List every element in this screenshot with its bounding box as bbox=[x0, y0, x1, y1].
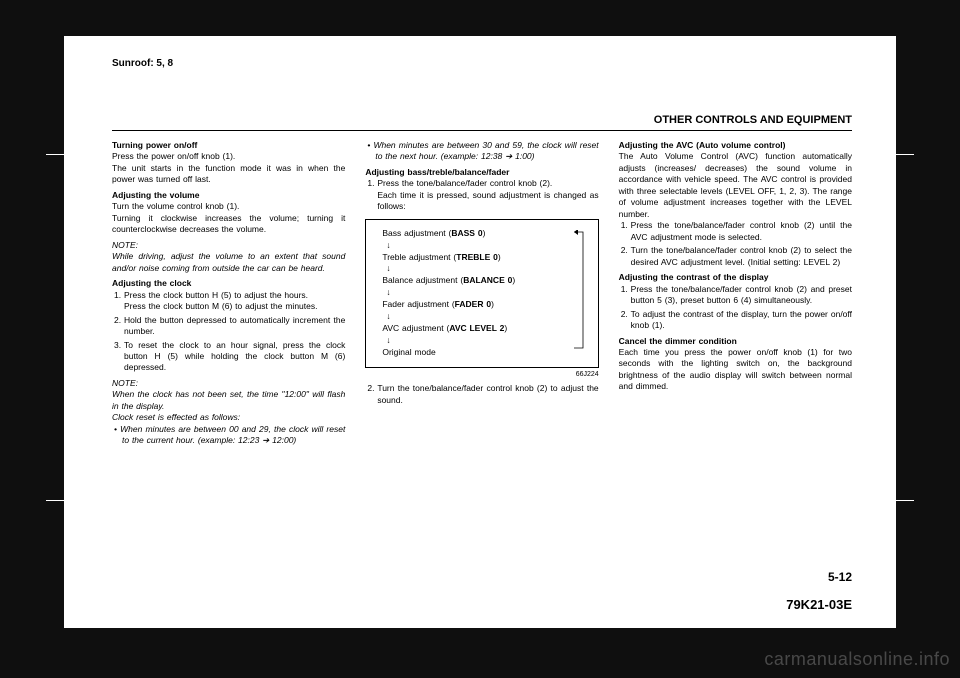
text: Turn the volume control knob (1). bbox=[112, 201, 345, 212]
list-item: Press the clock button H (5) to adjust t… bbox=[124, 290, 345, 313]
divider bbox=[112, 130, 852, 131]
h-adjust-btbf: Adjusting bass/treble/balance/fader bbox=[365, 167, 598, 178]
manual-page: Sunroof: 5, 8 OTHER CONTROLS AND EQUIPME… bbox=[64, 36, 896, 628]
down-arrow-icon: ↓ bbox=[376, 335, 587, 347]
flow-item: Fader adjustment (FADER 0) bbox=[376, 299, 587, 311]
section-title: OTHER CONTROLS AND EQUIPMENT bbox=[654, 114, 852, 126]
list-item: To reset the clock to an hour signal, pr… bbox=[124, 340, 345, 374]
flow-item: Original mode bbox=[376, 347, 587, 359]
text: Press the clock button H (5) to adjust t… bbox=[124, 290, 308, 300]
list-item: Turn the tone/balance/fader control knob… bbox=[631, 245, 852, 268]
column-3: Adjusting the AVC (Auto volume control) … bbox=[619, 140, 852, 451]
h-adjust-clock: Adjusting the clock bbox=[112, 278, 345, 289]
list-item: Press the tone/balance/fader control kno… bbox=[631, 284, 852, 307]
clock-steps: Press the clock button H (5) to adjust t… bbox=[112, 290, 345, 374]
text: Press the tone/balance/fader control kno… bbox=[377, 178, 552, 188]
watermark: carmanualsonline.info bbox=[764, 649, 950, 670]
note-body: When the clock has not been set, the tim… bbox=[112, 389, 345, 412]
adjustment-flow-diagram: Bass adjustment (BASS 0) ↓ Treble adjust… bbox=[365, 219, 598, 368]
list-item: Hold the button depressed to automatical… bbox=[124, 315, 345, 338]
note-bullet: • When minutes are between 30 and 59, th… bbox=[365, 140, 598, 163]
diagram-caption: 66J224 bbox=[365, 370, 598, 379]
text: Press the clock button M (6) to adjust t… bbox=[124, 301, 317, 311]
text: Each time it is pressed, sound adjustmen… bbox=[377, 190, 598, 211]
header-topic: Sunroof: 5, 8 bbox=[112, 58, 173, 69]
text: Each time you press the power on/off kno… bbox=[619, 347, 852, 393]
note-body: While driving, adjust the volume to an e… bbox=[112, 251, 345, 274]
note-heading: NOTE: bbox=[112, 240, 345, 251]
list-item: Turn the tone/balance/fader control knob… bbox=[377, 383, 598, 406]
flow-item: Balance adjustment (BALANCE 0) bbox=[376, 275, 587, 287]
text: The unit starts in the function mode it … bbox=[112, 163, 345, 186]
h-adjust-volume: Adjusting the volume bbox=[112, 190, 345, 201]
note-body: Clock reset is effected as follows: bbox=[112, 412, 345, 423]
page-number: 5-12 bbox=[828, 570, 852, 584]
text: Press the power on/off knob (1). bbox=[112, 151, 345, 162]
h-contrast: Adjusting the contrast of the display bbox=[619, 272, 852, 283]
doc-number: 79K21-03E bbox=[786, 597, 852, 612]
note-bullet: • When minutes are between 00 and 29, th… bbox=[112, 424, 345, 447]
btbf-steps-2: Turn the tone/balance/fader control knob… bbox=[365, 383, 598, 406]
list-item: To adjust the contrast of the display, t… bbox=[631, 309, 852, 332]
down-arrow-icon: ↓ bbox=[376, 263, 587, 275]
h-avc: Adjusting the AVC (Auto volume control) bbox=[619, 140, 852, 151]
flow-item: Treble adjustment (TREBLE 0) bbox=[376, 252, 587, 264]
list-item: Press the tone/balance/fader control kno… bbox=[377, 178, 598, 212]
down-arrow-icon: ↓ bbox=[376, 311, 587, 323]
column-2: • When minutes are between 30 and 59, th… bbox=[365, 140, 598, 451]
note-heading: NOTE: bbox=[112, 378, 345, 389]
contrast-steps: Press the tone/balance/fader control kno… bbox=[619, 284, 852, 332]
list-item: Press the tone/balance/fader control kno… bbox=[631, 220, 852, 243]
body-columns: Turning power on/off Press the power on/… bbox=[112, 140, 852, 451]
h-dimmer: Cancel the dimmer condition bbox=[619, 336, 852, 347]
btbf-steps: Press the tone/balance/fader control kno… bbox=[365, 178, 598, 212]
column-1: Turning power on/off Press the power on/… bbox=[112, 140, 345, 451]
text: The Auto Volume Control (AVC) function a… bbox=[619, 151, 852, 220]
h-turning-power: Turning power on/off bbox=[112, 140, 345, 151]
flow-item: Bass adjustment (BASS 0) bbox=[376, 228, 587, 240]
down-arrow-icon: ↓ bbox=[376, 287, 587, 299]
avc-steps: Press the tone/balance/fader control kno… bbox=[619, 220, 852, 268]
down-arrow-icon: ↓ bbox=[376, 240, 587, 252]
text: Turning it clockwise increases the volum… bbox=[112, 213, 345, 236]
flow-item: AVC adjustment (AVC LEVEL 2) bbox=[376, 323, 587, 335]
